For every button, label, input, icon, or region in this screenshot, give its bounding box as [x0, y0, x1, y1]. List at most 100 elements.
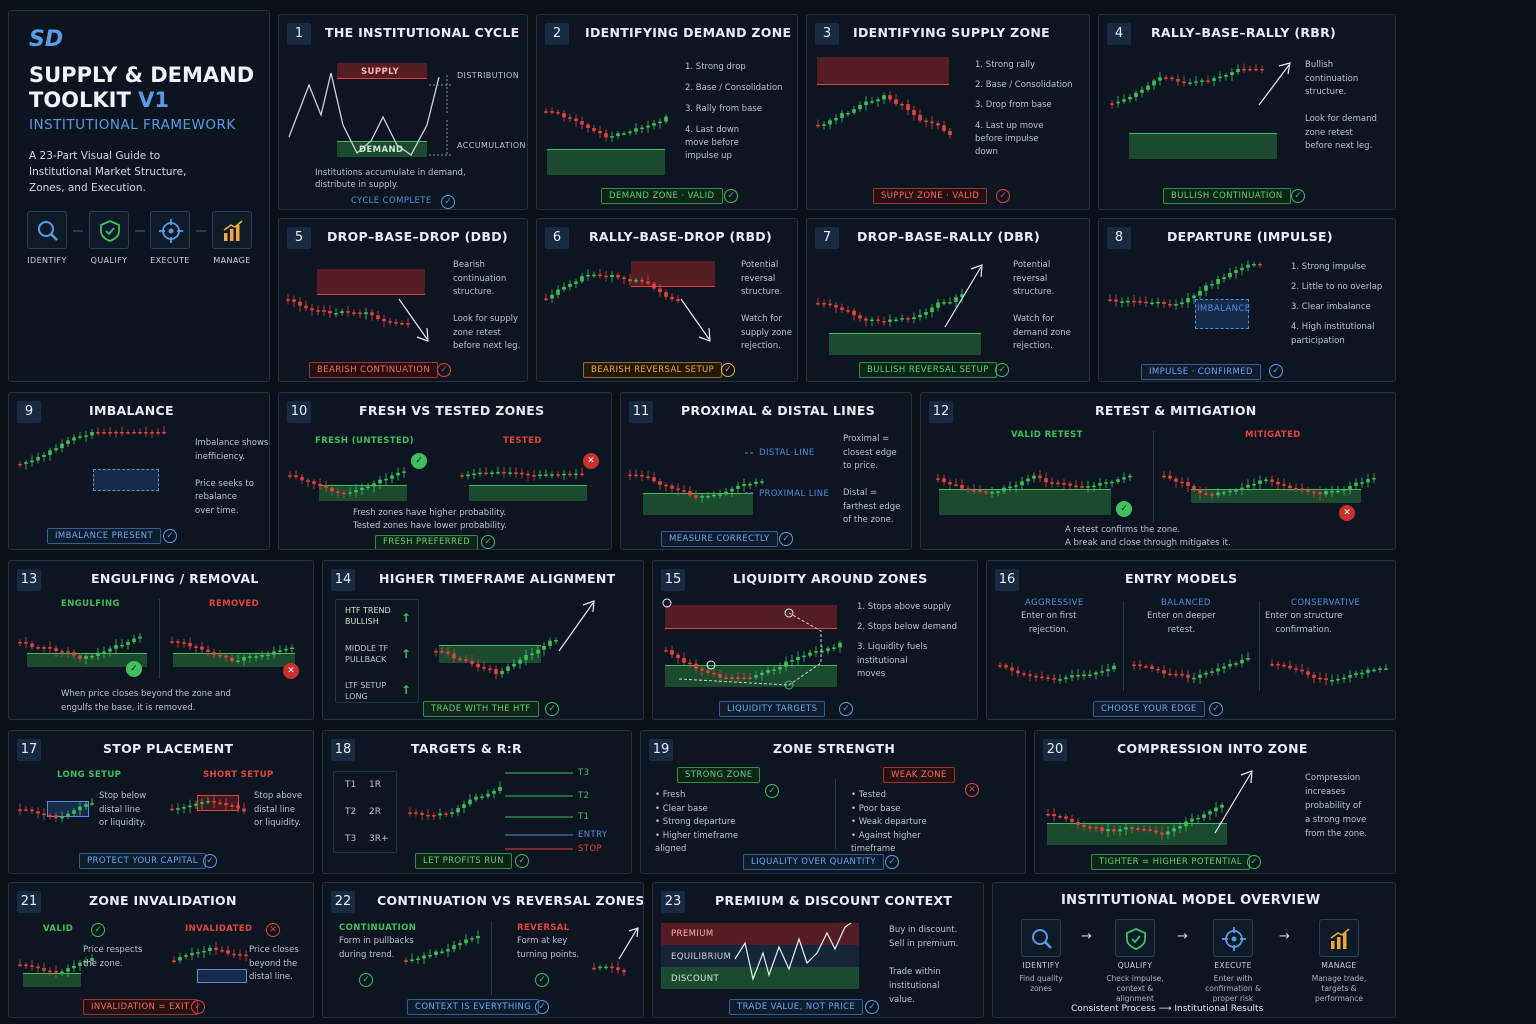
candle-body: [900, 318, 904, 320]
candle-body: [942, 478, 946, 483]
weak-zone-label: WEAK ZONE: [883, 767, 955, 783]
list-item: 1. Strong drop: [685, 62, 746, 72]
candle-body: [826, 648, 830, 651]
candle-body: [1032, 475, 1036, 479]
candle-body: [984, 491, 988, 494]
check-icon: ✓: [724, 189, 738, 203]
candle-body: [1198, 290, 1202, 296]
candle-body: [1064, 677, 1068, 680]
candle-body: [184, 955, 188, 957]
candle-body: [298, 301, 302, 306]
candlestick-chart: [544, 107, 668, 142]
panel-19: 19 ZONE STRENGTH STRONG ZONE ✓ WEAK ZONE…: [640, 730, 1026, 874]
candle-body: [1108, 299, 1112, 301]
candle-body: [114, 432, 118, 434]
candle-body: [354, 489, 358, 493]
candle-body: [1234, 663, 1238, 665]
candle-body: [202, 950, 206, 953]
candle-body: [212, 801, 216, 803]
candlestick-chart: [18, 633, 142, 665]
candle-body: [476, 663, 480, 668]
long-text: Stop below distal line or liquidity.: [99, 791, 147, 828]
candlestick-chart: [1162, 470, 1376, 501]
panel-text: Fresh zones have higher probability. Tes…: [353, 508, 507, 531]
candle-body: [1288, 665, 1292, 669]
candle-body: [48, 647, 52, 649]
candle-body: [604, 275, 608, 278]
candle-body: [960, 294, 964, 298]
crosshair-icon: [159, 219, 183, 243]
candle-body: [232, 953, 236, 956]
candle-body: [718, 673, 722, 678]
candle-body: [1276, 481, 1280, 485]
candle-body: [536, 649, 540, 654]
candle-body: [1022, 673, 1026, 675]
candle-body: [348, 492, 352, 494]
candle-body: [1300, 669, 1304, 672]
candle-body: [502, 471, 506, 474]
candle-body: [670, 485, 674, 489]
candle-body: [1158, 77, 1162, 81]
candle-body: [478, 472, 482, 475]
candle-body: [1216, 279, 1220, 285]
check-icon: ✓: [545, 702, 559, 716]
candle-body: [460, 475, 464, 477]
candle-body: [474, 796, 478, 800]
candle-body: [1008, 486, 1012, 489]
engulfing-label: ENGULFING: [61, 599, 120, 609]
status-badge: DEMAND ZONE · VALID: [601, 188, 723, 204]
candle-body: [18, 964, 22, 967]
candle-body: [126, 432, 130, 434]
candle-body: [1150, 302, 1154, 305]
candle-body: [512, 663, 516, 667]
candle-body: [658, 481, 662, 485]
candle-body: [562, 286, 566, 290]
candle-body: [706, 670, 710, 673]
invalid-text: Price closes beyond the distal line.: [249, 945, 299, 982]
candle-body: [616, 133, 620, 137]
candle-body: [1138, 664, 1142, 667]
candle-body: [444, 813, 448, 815]
candle-body: [1088, 674, 1092, 676]
candle-body: [616, 274, 620, 278]
candle-body: [48, 970, 52, 973]
check-icon: ✓: [437, 363, 451, 377]
list-item: 4. Last up move before impulse down: [975, 121, 1044, 157]
candle-body: [60, 816, 64, 819]
arrow-up-icon: [558, 600, 595, 652]
candle-body: [1202, 814, 1206, 818]
candle-body: [188, 642, 192, 647]
fresh-label: FRESH (UNTESTED): [315, 436, 414, 446]
candle-body: [796, 656, 800, 661]
candle-body: [1124, 827, 1128, 830]
candle-body: [1040, 676, 1044, 679]
panel-title: IDENTIFYING SUPPLY ZONE: [853, 25, 1051, 40]
candle-body: [586, 274, 590, 277]
candle-body: [1002, 487, 1006, 492]
candle-body: [834, 304, 838, 308]
candle-body: [72, 810, 76, 814]
candle-body: [30, 965, 34, 967]
candle-body: [54, 448, 58, 451]
candle-body: [936, 478, 940, 480]
candle-body: [1052, 678, 1056, 680]
candle-body: [42, 813, 46, 816]
candle-body: [102, 651, 106, 654]
overview-panel: INSTITUTIONAL MODEL OVERVIEW → → → IDENT…: [992, 882, 1396, 1018]
candle-body: [420, 812, 424, 815]
candle-body: [1188, 82, 1192, 84]
panel-7: 7 DROP–BASE–RALLY (DBR) Potential revers…: [806, 218, 1090, 382]
toolkit-subtitle: INSTITUTIONAL FRAMEWORK: [29, 117, 236, 133]
candle-body: [1228, 490, 1232, 493]
candle-body: [1204, 493, 1208, 495]
panel-title: DROP–BASE–DROP (DBD): [327, 229, 508, 244]
candle-body: [1038, 475, 1042, 479]
candle-body: [90, 432, 94, 436]
candle-body: [628, 131, 632, 134]
divider: [1123, 601, 1124, 691]
list-item: 1. Stops above supply: [857, 602, 952, 612]
candle-body: [462, 804, 466, 809]
candle-body: [400, 323, 404, 325]
candlestick-chart: [18, 797, 94, 823]
supply-zone: [317, 269, 425, 295]
